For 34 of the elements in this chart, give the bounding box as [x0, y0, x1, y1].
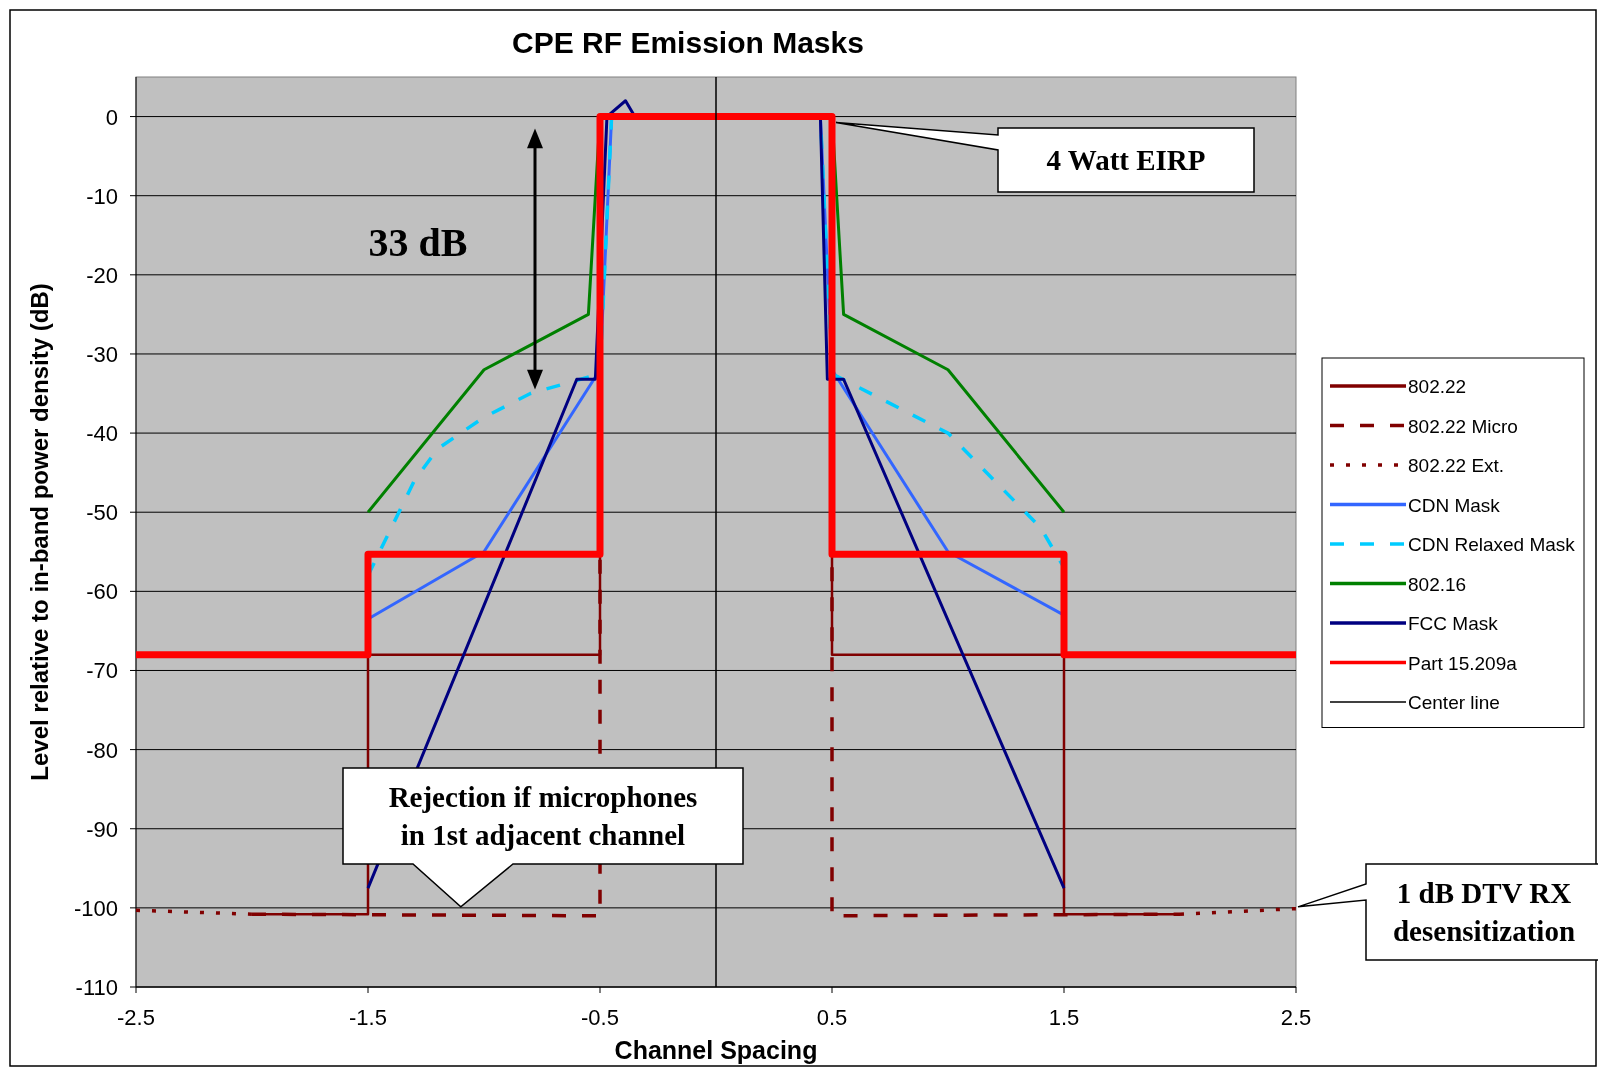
chart-title: CPE RF Emission Masks	[512, 26, 864, 59]
legend-label: Center line	[1408, 692, 1500, 713]
annotation: 33 dB	[368, 220, 468, 265]
y-tick-label: -70	[86, 658, 118, 684]
x-tick-label: -0.5	[581, 1005, 619, 1030]
y-axis-title: Level relative to in-band power density (dB)	[26, 283, 53, 781]
legend-label: CDN Relaxed Mask	[1408, 534, 1576, 555]
y-tick-label: 0	[105, 104, 118, 130]
legend-label: 802.22	[1408, 376, 1467, 397]
y-tick-label: -20	[86, 262, 118, 288]
y-tick-label: -100	[73, 895, 118, 921]
x-tick-label: 1.5	[1048, 1005, 1080, 1030]
y-tick-label: -30	[86, 341, 118, 367]
y-tick-label: -80	[86, 737, 118, 763]
legend-label: 802.22 Ext.	[1408, 455, 1505, 476]
y-tick-label: -40	[86, 421, 118, 447]
x-axis-title: Channel Spacing	[614, 1036, 818, 1064]
legend-label: 802.22 Micro	[1408, 415, 1518, 437]
x-tick-label: 2.5	[1280, 1005, 1312, 1030]
x-tick-label: -2.5	[117, 1005, 155, 1030]
legend-label: 802.16	[1408, 573, 1467, 595]
legend-label: Part 15.209a	[1408, 652, 1518, 674]
y-tick-label: -50	[86, 500, 118, 526]
x-tick-label: -1.5	[349, 1005, 387, 1030]
annotation: Rejection if microphones in 1st adjacent channel	[388, 781, 698, 851]
y-tick-label: -110	[75, 975, 118, 1000]
y-tick-label: -90	[86, 816, 118, 842]
annotation: 4 Watt EIRP	[1046, 144, 1206, 176]
legend-label: CDN Mask	[1408, 494, 1501, 516]
legend-label: FCC Mask	[1408, 613, 1499, 634]
x-tick-label: 0.5	[816, 1005, 848, 1030]
y-tick-label: -10	[86, 183, 118, 209]
text: 1 dB DTV RX desensitization	[1392, 877, 1576, 947]
y-tick-label: -60	[86, 579, 118, 605]
